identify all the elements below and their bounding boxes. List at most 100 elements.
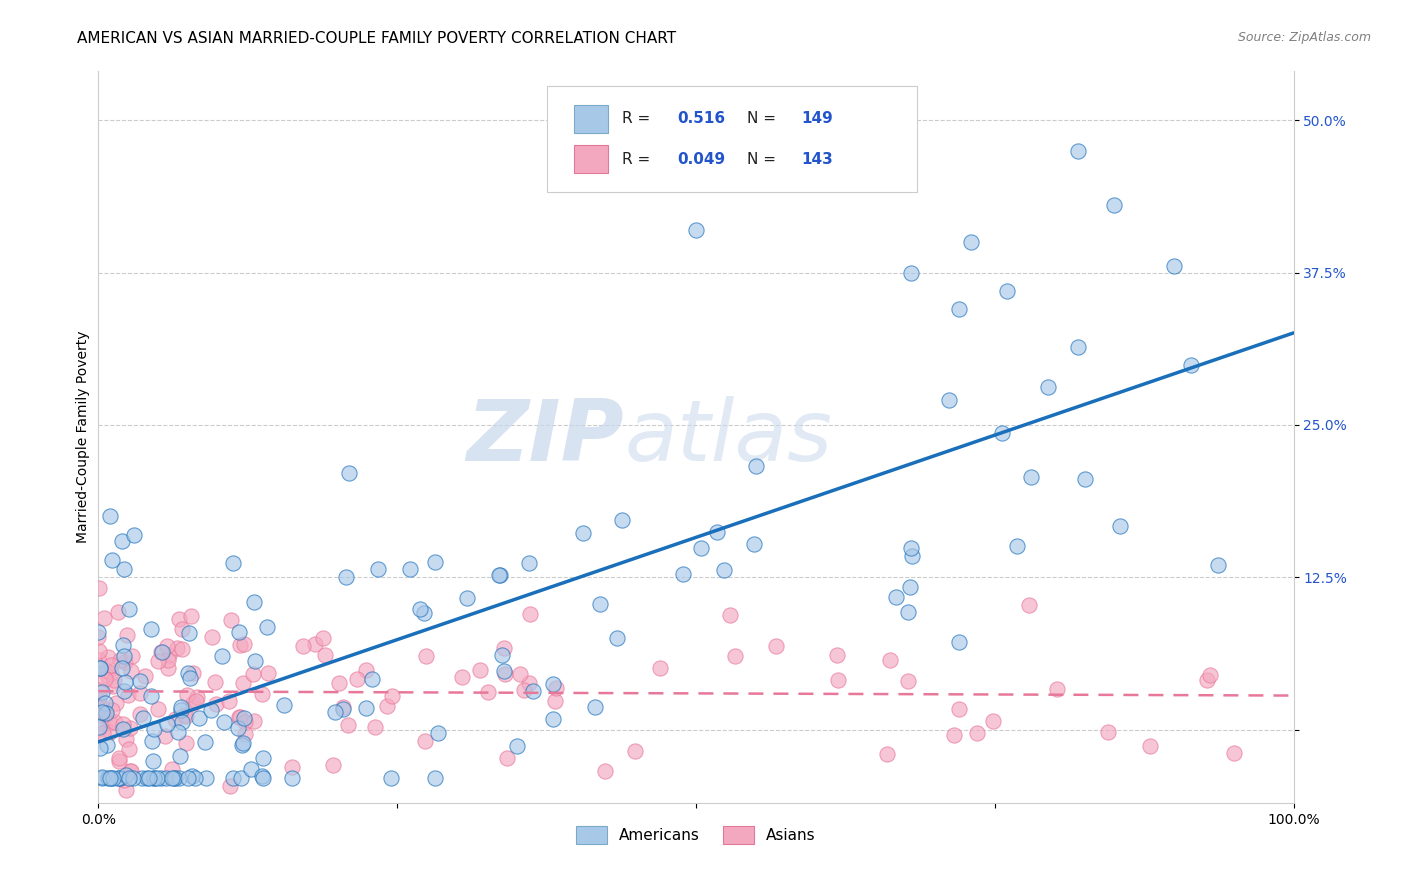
Point xyxy=(166,640,188,655)
FancyBboxPatch shape xyxy=(574,105,607,133)
Point xyxy=(157,661,180,675)
Point xyxy=(589,597,612,611)
Point xyxy=(146,654,169,668)
Point xyxy=(415,649,437,664)
Point xyxy=(494,667,516,681)
Point xyxy=(131,772,153,786)
Point xyxy=(115,768,138,782)
Point xyxy=(1046,681,1069,696)
Point xyxy=(219,613,242,627)
Point xyxy=(136,772,159,786)
Point xyxy=(108,653,131,667)
Point xyxy=(495,751,517,765)
Point xyxy=(509,666,531,681)
Point xyxy=(152,645,174,659)
Point xyxy=(132,711,155,725)
Point xyxy=(367,562,389,576)
Point xyxy=(100,772,122,786)
Point xyxy=(235,714,257,729)
Point xyxy=(948,634,970,648)
Point xyxy=(183,772,205,786)
Point xyxy=(174,709,197,723)
Point xyxy=(517,676,540,690)
Point xyxy=(323,705,346,719)
Point xyxy=(981,714,1004,729)
Point xyxy=(143,772,166,786)
Point xyxy=(228,625,250,640)
Point xyxy=(142,772,165,786)
Point xyxy=(332,700,354,714)
Point xyxy=(96,668,118,682)
Point xyxy=(172,622,194,636)
Point xyxy=(593,764,616,778)
Point xyxy=(399,562,422,576)
Point xyxy=(115,628,138,642)
Point xyxy=(107,605,129,619)
Point xyxy=(900,549,922,563)
Point xyxy=(897,673,920,688)
Point xyxy=(243,595,266,609)
Point xyxy=(101,772,124,786)
Point xyxy=(177,666,200,681)
Point xyxy=(108,772,131,786)
Point xyxy=(1195,673,1218,687)
Point xyxy=(93,706,115,720)
Point xyxy=(89,722,111,736)
Point xyxy=(648,661,671,675)
Point xyxy=(228,710,250,724)
Point xyxy=(93,611,115,625)
Point xyxy=(1199,668,1222,682)
Point xyxy=(141,734,163,748)
Point xyxy=(104,696,127,710)
Y-axis label: Married-Couple Family Poverty: Married-Couple Family Poverty xyxy=(76,331,90,543)
Point xyxy=(222,556,245,570)
Point xyxy=(160,772,183,786)
Point xyxy=(360,672,382,686)
Point xyxy=(87,704,110,718)
Point xyxy=(229,772,252,786)
Point xyxy=(491,648,513,662)
Point xyxy=(174,736,197,750)
Text: atlas: atlas xyxy=(624,395,832,479)
Point xyxy=(94,708,117,723)
Point xyxy=(583,700,606,714)
Point xyxy=(233,727,256,741)
Point xyxy=(212,714,235,729)
Point xyxy=(120,764,142,778)
Point xyxy=(97,772,120,786)
Point xyxy=(231,738,253,752)
Point xyxy=(87,690,110,705)
Point xyxy=(170,642,193,657)
Point xyxy=(713,563,735,577)
Point xyxy=(723,648,745,663)
Point xyxy=(1067,144,1090,158)
Point xyxy=(356,701,378,715)
Point xyxy=(169,748,191,763)
Point xyxy=(155,717,177,731)
Point xyxy=(1223,747,1246,761)
Text: Source: ZipAtlas.com: Source: ZipAtlas.com xyxy=(1237,31,1371,45)
Point xyxy=(112,562,135,576)
Point xyxy=(827,673,849,688)
Point xyxy=(948,301,970,317)
Point xyxy=(184,694,207,708)
Point xyxy=(718,607,741,622)
Point xyxy=(250,769,273,783)
Point xyxy=(211,648,233,663)
Point xyxy=(143,723,166,737)
Point xyxy=(118,772,141,786)
Point xyxy=(90,772,112,786)
Legend: Americans, Asians: Americans, Asians xyxy=(571,820,821,850)
Point xyxy=(252,751,274,765)
Point xyxy=(280,760,302,774)
Point xyxy=(336,717,359,731)
Point xyxy=(1038,379,1060,393)
Point xyxy=(121,649,143,664)
Point xyxy=(179,671,201,685)
Point xyxy=(513,683,536,698)
Point xyxy=(89,698,111,712)
Point xyxy=(706,524,728,539)
Point xyxy=(103,673,125,687)
Point xyxy=(765,639,787,653)
Point xyxy=(155,772,177,786)
